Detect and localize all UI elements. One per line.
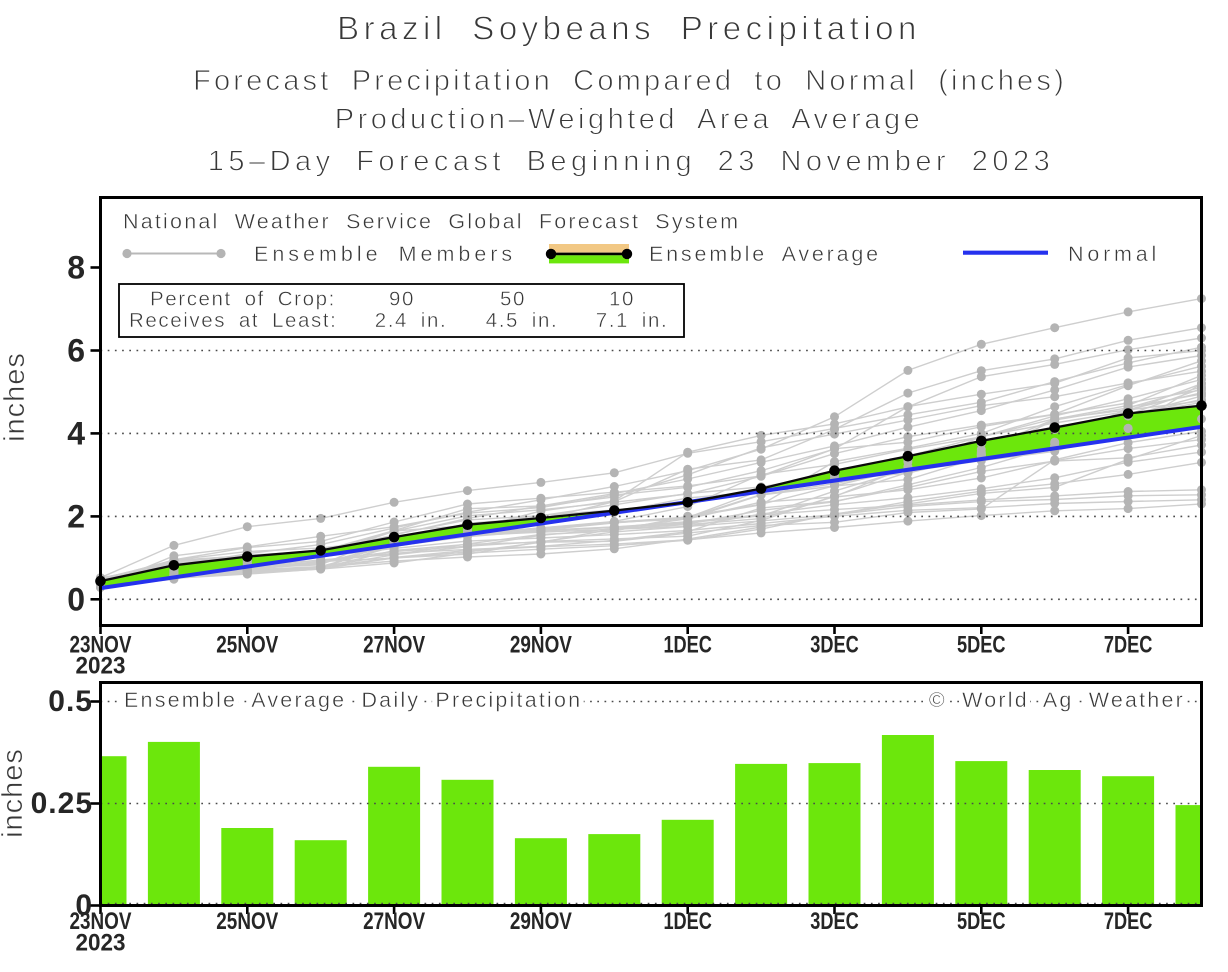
svg-text:Ensemble Average Daily Precipi: Ensemble Average Daily Precipitation [124,688,582,712]
svg-text:Ensemble Members: Ensemble Members [254,242,516,266]
svg-text:6: 6 [67,333,86,369]
svg-text:10: 10 [609,288,635,311]
svg-text:Percent of Crop:: Percent of Crop: [150,288,336,311]
svg-text:© World Ag Weather: © World Ag Weather [929,688,1185,712]
svg-text:23NOV: 23NOV [70,908,133,935]
svg-text:7.1 in.: 7.1 in. [596,309,669,332]
svg-text:27NOV: 27NOV [363,908,426,935]
svg-text:Ensemble Average Daily Precipi: Ensemble Average Daily Precipitation [124,688,582,712]
svg-text:15–Day Forecast Beginning 23 N: 15–Day Forecast Beginning 23 November 20… [208,146,1055,178]
svg-text:2023: 2023 [76,930,126,957]
svg-text:Ensemble Average: Ensemble Average [649,242,881,266]
svg-text:Production–Weighted Area Avera: Production–Weighted Area Average [335,104,923,136]
svg-text:5DEC: 5DEC [957,908,1006,935]
svg-text:50: 50 [500,288,526,311]
svg-text:7DEC: 7DEC [1104,908,1153,935]
svg-text:© World Ag Weather: © World Ag Weather [929,688,1185,712]
svg-text:Receives at Least:: Receives at Least: [129,309,337,332]
svg-text:3DEC: 3DEC [810,632,859,659]
svg-text:5DEC: 5DEC [957,632,1006,659]
svg-text:4.5 in.: 4.5 in. [486,309,559,332]
svg-text:29NOV: 29NOV [510,632,573,659]
svg-text:1DEC: 1DEC [663,908,712,935]
svg-text:4: 4 [67,415,86,451]
svg-text:0.5: 0.5 [48,685,93,718]
svg-text:29NOV: 29NOV [510,908,573,935]
svg-text:25NOV: 25NOV [216,908,279,935]
svg-text:3DEC: 3DEC [810,908,859,935]
svg-text:25NOV: 25NOV [216,632,279,659]
svg-text:inches: inches [0,748,29,838]
svg-text:27NOV: 27NOV [363,632,426,659]
svg-text:National Weather Service Globa: National Weather Service Global Forecast… [123,210,740,234]
svg-text:inches: inches [0,352,31,442]
svg-text:0.25: 0.25 [31,787,93,820]
svg-text:0: 0 [67,581,86,617]
svg-text:0: 0 [75,889,93,922]
svg-text:2.4 in.: 2.4 in. [375,309,448,332]
svg-text:Forecast Precipitation Compare: Forecast Precipitation Compared to Norma… [193,65,1067,97]
svg-text:23NOV: 23NOV [70,632,133,659]
svg-text:90: 90 [389,288,415,311]
svg-text:8: 8 [67,250,86,286]
svg-text:2: 2 [67,498,86,534]
svg-text:Normal: Normal [1068,242,1160,266]
svg-text:7DEC: 7DEC [1104,632,1153,659]
svg-text:2023: 2023 [76,653,126,680]
svg-text:1DEC: 1DEC [663,632,712,659]
svg-text:Brazil Soybeans Precipitation: Brazil Soybeans Precipitation [337,10,921,47]
